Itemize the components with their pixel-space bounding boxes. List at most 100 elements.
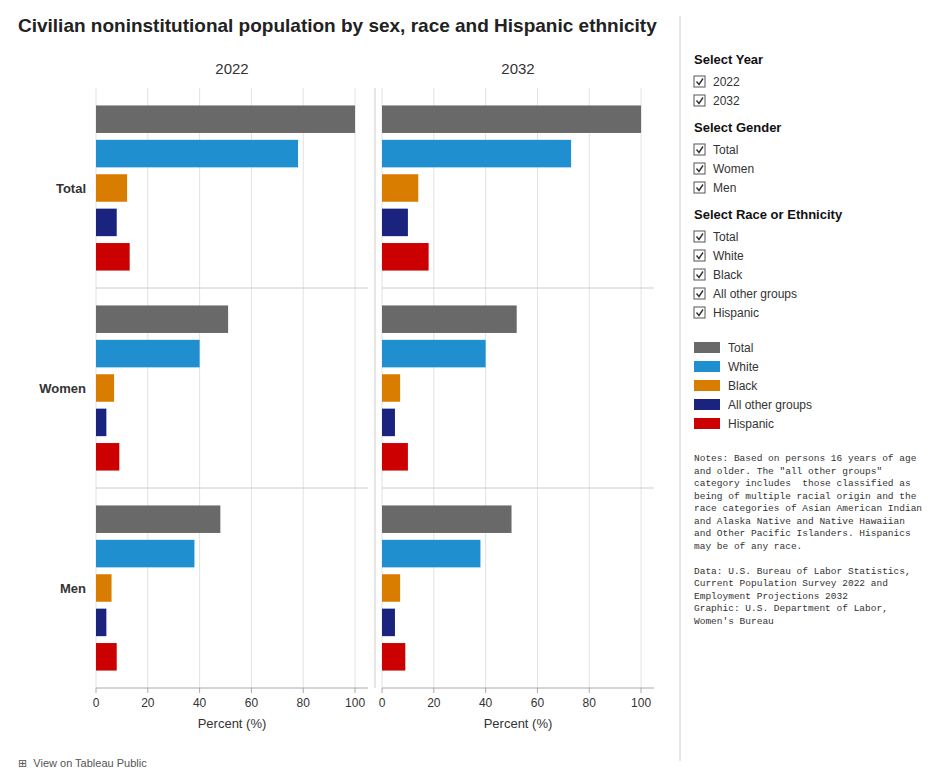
notes-line: and older. The "all other groups" — [694, 466, 882, 477]
group-separator — [96, 488, 368, 489]
legend-swatch — [694, 380, 720, 391]
bar — [96, 140, 298, 168]
checkbox — [694, 144, 705, 155]
title: Civilian noninstitutional population by … — [18, 15, 657, 36]
legend-entry: Hispanic — [728, 417, 774, 431]
checkbox — [694, 288, 705, 299]
x-axis — [96, 688, 368, 689]
grid-line — [433, 88, 434, 688]
bar — [96, 505, 220, 533]
tick-mark — [433, 688, 434, 693]
checkmark — [697, 234, 704, 240]
control-option: Men — [713, 181, 736, 195]
panel-title: 2032 — [501, 60, 534, 77]
tick-mark — [96, 688, 97, 693]
legend-entry: All other groups — [728, 398, 812, 412]
bar — [96, 540, 194, 568]
bar — [96, 374, 114, 402]
bar — [382, 305, 517, 333]
grid-line — [355, 88, 356, 688]
notes-line: race categories of Asian American Indian — [694, 503, 922, 514]
tick-mark — [537, 688, 538, 693]
group-separator — [382, 488, 654, 489]
bar — [96, 305, 228, 333]
control-option: Women — [713, 162, 754, 176]
notes: Notes: Based on persons 16 years of agea… — [694, 453, 922, 627]
bar — [96, 609, 106, 637]
legend-swatch — [694, 399, 720, 410]
bar — [382, 340, 486, 368]
tick-label: 100 — [631, 696, 651, 710]
control-option: Total — [713, 143, 738, 157]
notes-line: Current Population Survey 2022 and — [694, 578, 888, 589]
category-label: Total — [56, 181, 86, 196]
tick-label: 40 — [193, 696, 207, 710]
bar — [382, 243, 429, 271]
bar — [382, 374, 400, 402]
tick-mark — [251, 688, 252, 693]
control-heading: Select Race or Ethnicity — [694, 207, 843, 222]
bar — [382, 540, 480, 568]
tick-label: 20 — [141, 696, 155, 710]
grid-line — [641, 88, 642, 688]
control-option: White — [713, 249, 744, 263]
tick-label: 0 — [379, 696, 386, 710]
bar — [96, 409, 106, 437]
grid-line — [485, 88, 486, 688]
bar — [382, 105, 641, 133]
checkbox — [694, 76, 705, 87]
panel-divider — [375, 88, 376, 688]
legend-swatch — [694, 418, 720, 429]
tick-mark — [147, 688, 148, 693]
grid-line — [147, 88, 148, 688]
tick-mark — [355, 688, 356, 693]
bar — [382, 643, 405, 671]
control-option: All other groups — [713, 287, 797, 301]
grid-line — [251, 88, 252, 688]
sidebar-divider — [680, 16, 681, 761]
control-option: 2032 — [713, 94, 740, 108]
panel: 2032020406080100Percent (%) — [379, 60, 654, 731]
bar — [382, 609, 395, 637]
tick-label: 20 — [427, 696, 441, 710]
footer: ⊞ View on Tableau Public — [18, 757, 147, 769]
checkbox — [694, 269, 705, 280]
bar — [96, 643, 117, 671]
chart-root: Civilian noninstitutional population by … — [0, 0, 950, 777]
checkmark — [697, 291, 704, 297]
bar — [382, 443, 408, 471]
legend-entry: Total — [728, 341, 753, 355]
bar — [96, 105, 355, 133]
tick-label: 80 — [297, 696, 311, 710]
checkmark — [697, 147, 704, 153]
bar — [96, 574, 112, 602]
checkmark — [697, 98, 704, 104]
control-option: Black — [713, 268, 743, 282]
checkbox — [694, 163, 705, 174]
tick-mark — [303, 688, 304, 693]
notes-line: Data: U.S. Bureau of Labor Statistics, — [694, 566, 911, 577]
tick-label: 0 — [93, 696, 100, 710]
control-option: Total — [713, 230, 738, 244]
checkbox — [694, 307, 705, 318]
tick-label: 60 — [245, 696, 259, 710]
bars — [382, 105, 641, 670]
bar — [382, 140, 571, 168]
checkmark — [697, 185, 704, 191]
tick-mark — [485, 688, 486, 693]
x-axis — [382, 688, 654, 689]
panel: 2022020406080100TotalWomenMenPercent (%) — [39, 60, 368, 731]
tick-label: 40 — [479, 696, 493, 710]
tick-label: 100 — [345, 696, 365, 710]
legend-swatch — [694, 361, 720, 372]
axis-label: Percent (%) — [198, 716, 267, 731]
notes-line: Graphic: U.S. Department of Labor, — [694, 603, 888, 614]
checkmark — [697, 253, 704, 259]
control-option: Hispanic — [713, 306, 759, 320]
group-separator — [382, 288, 654, 289]
notes-line: may be of any race. — [694, 541, 802, 552]
bar — [382, 574, 400, 602]
bar — [96, 174, 127, 202]
notes-line: and Alaska Native and Native Hawaiian — [694, 516, 905, 527]
legend-entry: Black — [728, 379, 758, 393]
